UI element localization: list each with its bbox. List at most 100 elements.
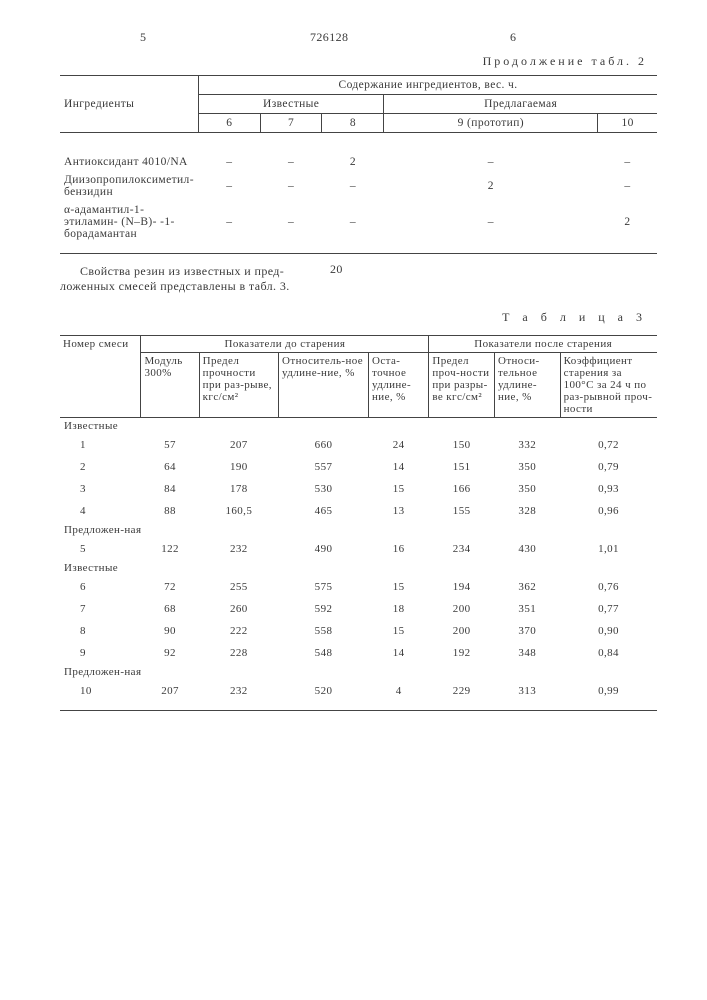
cell: 575	[279, 576, 369, 598]
table2-caption: Продолжение табл. 2	[60, 54, 647, 69]
cell: 72	[141, 576, 199, 598]
cell: 332	[494, 434, 560, 456]
ingredient-label: Антиоксидант 4010/NA	[60, 153, 199, 171]
cell: 557	[279, 456, 369, 478]
mid-line2: ложенных смесей представлены в табл. 3.	[60, 279, 657, 294]
cell: 260	[199, 598, 278, 620]
cell: 207	[199, 434, 278, 456]
cell: 0,72	[560, 434, 657, 456]
table-row: 992228548141923480,84	[60, 642, 657, 664]
cell: 200	[429, 620, 495, 642]
table-row: 1020723252042293130,99	[60, 680, 657, 702]
cell: 90	[141, 620, 199, 642]
mix-number: 10	[60, 680, 141, 702]
cell: 228	[199, 642, 278, 664]
cell: 348	[494, 642, 560, 664]
table2-col-content: Содержание ингредиентов, вес. ч.	[199, 76, 658, 95]
cell: –	[199, 153, 261, 171]
table-row: 768260592182003510,77	[60, 598, 657, 620]
cell: 0,96	[560, 500, 657, 522]
cell: 232	[199, 538, 278, 560]
cell: 255	[199, 576, 278, 598]
cell: 2	[322, 153, 384, 171]
cell: 0,90	[560, 620, 657, 642]
table2-col-8: 8	[322, 114, 384, 133]
table-row: 5122232490162344301,01	[60, 538, 657, 560]
cell: 192	[429, 642, 495, 664]
cell: 13	[369, 500, 429, 522]
cell: –	[384, 153, 598, 171]
line-number-20: 20	[330, 262, 343, 277]
mix-number: 9	[60, 642, 141, 664]
cell: 24	[369, 434, 429, 456]
cell: 2	[384, 171, 598, 201]
t3-col-elong: Относитель-ное удлине-ние, %	[279, 353, 369, 418]
cell: 660	[279, 434, 369, 456]
cell: 178	[199, 478, 278, 500]
cell: 4	[369, 680, 429, 702]
cell: 207	[141, 680, 199, 702]
t3-col-after: Показатели после старения	[429, 336, 657, 353]
cell: –	[199, 171, 261, 201]
cell: 0,93	[560, 478, 657, 500]
cell: 57	[141, 434, 199, 456]
cell: 122	[141, 538, 199, 560]
cell: 92	[141, 642, 199, 664]
cell: 370	[494, 620, 560, 642]
table-row: Антиоксидант 4010/NA – – 2 – –	[60, 153, 657, 171]
cell: 313	[494, 680, 560, 702]
cell: 0,76	[560, 576, 657, 598]
table-row: 488160,5465131553280,96	[60, 500, 657, 522]
cell: 15	[369, 478, 429, 500]
t3-col-coeff: Коэффициент старения за 100°С за 24 ч по…	[560, 353, 657, 418]
table2-col-proposed: Предлагаемая	[384, 95, 657, 114]
mix-number: 2	[60, 456, 141, 478]
cell: 465	[279, 500, 369, 522]
cell: 18	[369, 598, 429, 620]
cell: 194	[429, 576, 495, 598]
cell: 520	[279, 680, 369, 702]
cell: –	[260, 153, 322, 171]
table-row: 384178530151663500,93	[60, 478, 657, 500]
cell: 15	[369, 620, 429, 642]
cell: 190	[199, 456, 278, 478]
cell: –	[598, 171, 657, 201]
page-header: 5 726128 6	[60, 30, 657, 50]
cell: 200	[429, 598, 495, 620]
cell: –	[384, 201, 598, 243]
table-row: 264190557141513500,79	[60, 456, 657, 478]
mix-number: 5	[60, 538, 141, 560]
cell: 0,79	[560, 456, 657, 478]
cell: 88	[141, 500, 199, 522]
cell: 64	[141, 456, 199, 478]
cell: 14	[369, 642, 429, 664]
t3-col-mix: Номер смеси	[60, 336, 141, 418]
table-row: 672255575151943620,76	[60, 576, 657, 598]
t3-col-mod: Модуль 300%	[141, 353, 199, 418]
cell: 530	[279, 478, 369, 500]
cell: 155	[429, 500, 495, 522]
mix-number: 3	[60, 478, 141, 500]
group-label: Известные	[60, 560, 657, 576]
cell: 222	[199, 620, 278, 642]
cell: 15	[369, 576, 429, 598]
table2-col-ingredient: Ингредиенты	[60, 76, 199, 133]
group-label: Известные	[60, 418, 657, 435]
cell: 16	[369, 538, 429, 560]
mix-number: 4	[60, 500, 141, 522]
cell: –	[199, 201, 261, 243]
t3-col-before: Показатели до старения	[141, 336, 429, 353]
group-label: Предложен-ная	[60, 664, 657, 680]
cell: 2	[598, 201, 657, 243]
table-row: 890222558152003700,90	[60, 620, 657, 642]
cell: 84	[141, 478, 199, 500]
cell: 558	[279, 620, 369, 642]
mix-number: 1	[60, 434, 141, 456]
table-row: 157207660241503320,72	[60, 434, 657, 456]
cell: 151	[429, 456, 495, 478]
cell: 150	[429, 434, 495, 456]
cell: 234	[429, 538, 495, 560]
cell: 592	[279, 598, 369, 620]
table2-col-7: 7	[260, 114, 322, 133]
cell: 351	[494, 598, 560, 620]
